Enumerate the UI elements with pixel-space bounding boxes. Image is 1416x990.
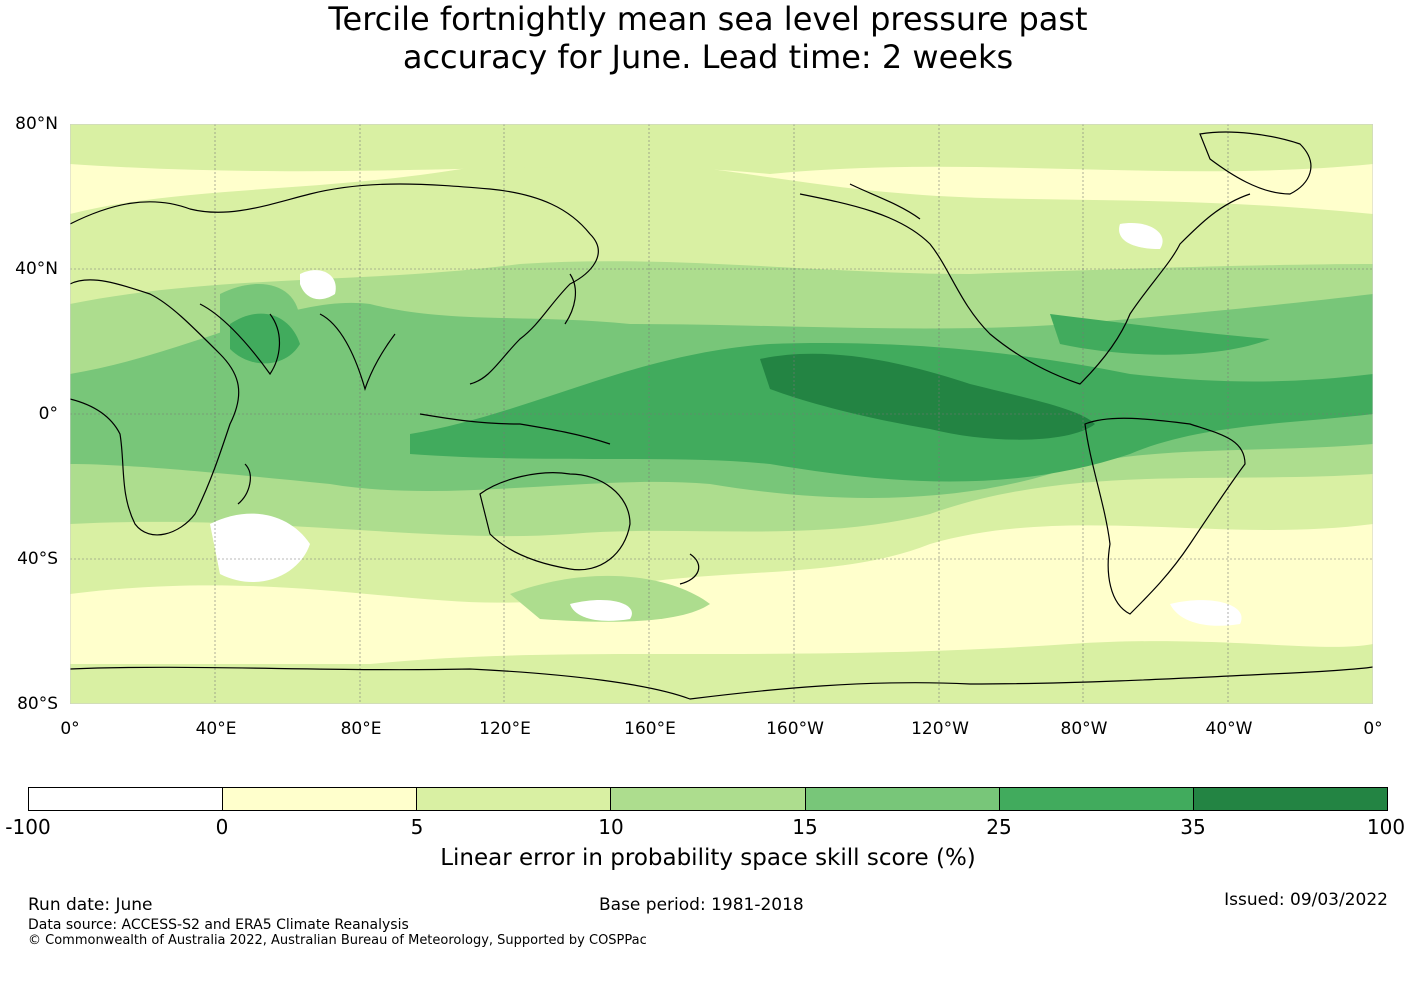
lat-label-0: 0° — [38, 404, 58, 424]
run-date: Run date: June — [28, 895, 153, 915]
title-line-1: Tercile fortnightly mean sea level press… — [328, 0, 1088, 38]
copyright-notice: © Commonwealth of Australia 2022, Austra… — [28, 933, 647, 948]
colorbar-segment — [417, 788, 612, 810]
lat-label-40s: 40°S — [17, 549, 58, 569]
map-canvas — [70, 124, 1373, 704]
skill-field-35-100 — [760, 353, 1095, 440]
colorbar-tick-label: 10 — [598, 815, 624, 839]
colorbar-tick-label: 0 — [215, 815, 229, 839]
skill-field-negative — [210, 223, 1242, 626]
colorbar-segment — [611, 788, 806, 810]
lat-label-80n: 80°N — [15, 114, 58, 134]
lon-label-120w: 120°W — [911, 719, 969, 739]
lon-label-0-east: 0° — [1363, 719, 1383, 739]
lon-label-40e: 40°E — [195, 719, 237, 739]
colorbar-tick-label: 15 — [792, 815, 818, 839]
lon-label-120e: 120°E — [479, 719, 531, 739]
map-title: Tercile fortnightly mean sea level press… — [0, 0, 1416, 76]
colorbar-title: Linear error in probability space skill … — [440, 845, 976, 871]
lon-label-160e: 160°E — [624, 719, 676, 739]
lat-label-40n: 40°N — [15, 259, 58, 279]
colorbar-segment — [1193, 788, 1387, 810]
issued-date: Issued: 09/03/2022 — [1224, 890, 1388, 910]
lon-label-0: 0° — [60, 719, 80, 739]
graticule — [70, 124, 1373, 704]
lon-label-80w: 80°W — [1060, 719, 1108, 739]
colorbar — [28, 787, 1388, 811]
colorbar-tick-label: -100 — [5, 815, 51, 839]
lon-label-80e: 80°E — [340, 719, 382, 739]
lon-label-40w: 40°W — [1205, 719, 1253, 739]
coastlines — [70, 131, 1373, 700]
title-line-2: accuracy for June. Lead time: 2 weeks — [402, 38, 1014, 76]
colorbar-segment — [805, 788, 1000, 810]
lat-label-80s: 80°S — [17, 694, 58, 714]
data-source: Data source: ACCESS-S2 and ERA5 Climate … — [28, 917, 409, 933]
colorbar-segment — [223, 788, 418, 810]
colorbar-tick-label: 100 — [1366, 815, 1406, 839]
colorbar-tick-label: 5 — [410, 815, 424, 839]
colorbar-segment — [29, 788, 224, 810]
lon-label-160w: 160°W — [766, 719, 824, 739]
colorbar-tick-label: 35 — [1180, 815, 1206, 839]
colorbar-segment — [999, 788, 1194, 810]
base-period: Base period: 1981-2018 — [599, 895, 804, 915]
skill-score-map — [70, 124, 1373, 704]
colorbar-tick-label: 25 — [986, 815, 1012, 839]
